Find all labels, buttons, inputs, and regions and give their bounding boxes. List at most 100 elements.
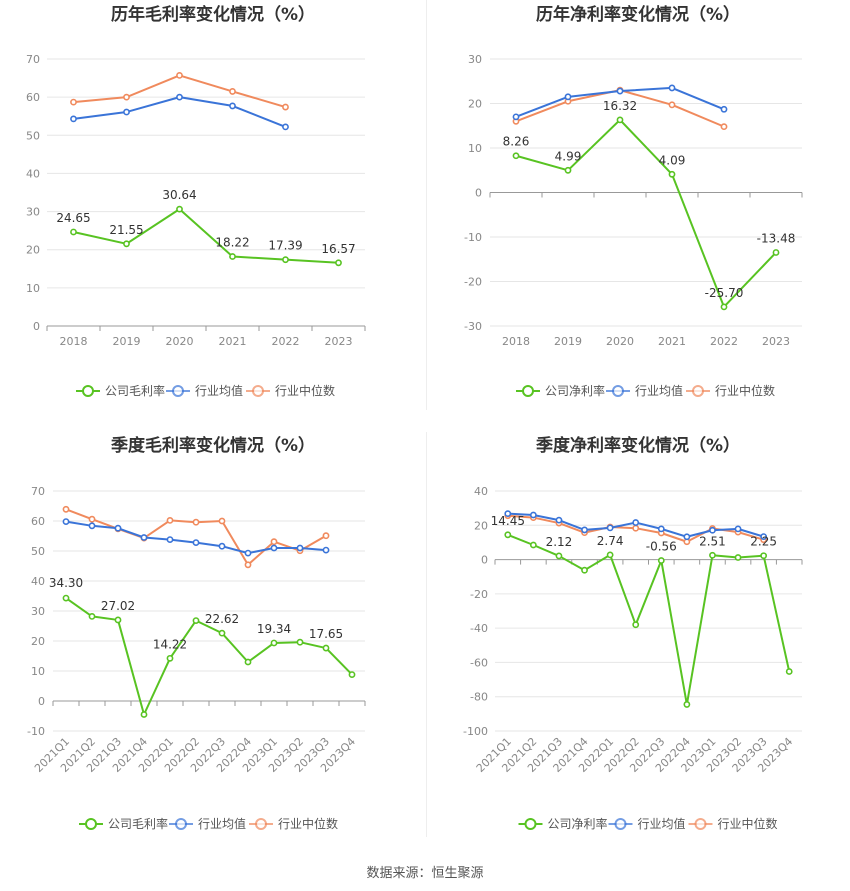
y-tick-label: -100 xyxy=(463,725,488,738)
y-tick-label: -60 xyxy=(470,656,488,669)
data-label: 22.62 xyxy=(205,612,239,626)
data-point xyxy=(555,516,563,524)
x-tick-label: 2023 xyxy=(325,335,353,348)
data-point xyxy=(88,613,96,620)
vertical-divider-bottom xyxy=(426,432,427,837)
data-label: 2.74 xyxy=(597,534,624,548)
data-point xyxy=(512,113,520,121)
y-tick-label: -30 xyxy=(464,320,482,333)
series-line xyxy=(507,533,791,706)
legend-label: 行业中位数 xyxy=(275,383,335,398)
data-point xyxy=(772,249,780,256)
series-line xyxy=(65,520,327,555)
x-tick-label: 2021 xyxy=(219,335,247,348)
data-point xyxy=(229,88,236,95)
x-tick-label: 2019 xyxy=(554,335,582,348)
data-point xyxy=(657,557,665,564)
data-point xyxy=(114,524,122,532)
series-line xyxy=(73,208,339,264)
data-label: 4.09 xyxy=(659,153,686,167)
data-label: 16.32 xyxy=(603,99,637,113)
data-point xyxy=(322,546,330,554)
x-tick-label: 2021 xyxy=(658,335,686,348)
data-point xyxy=(616,87,624,95)
legend-label: 公司净利率 xyxy=(548,816,608,831)
data-point xyxy=(606,524,614,532)
data-point xyxy=(192,539,200,546)
data-point xyxy=(734,554,742,561)
x-tick-label: 2019 xyxy=(113,335,141,348)
y-tick-label: 20 xyxy=(468,98,482,111)
y-tick-label: 60 xyxy=(31,515,45,528)
data-point xyxy=(504,531,512,539)
y-tick-label: 30 xyxy=(31,605,45,618)
legend-label: 行业均值 xyxy=(635,383,683,398)
x-tick-label: 2022 xyxy=(710,335,738,348)
data-label: 19.34 xyxy=(257,622,291,636)
data-point xyxy=(657,525,665,533)
x-tick-label: 2022 xyxy=(272,335,300,348)
data-point xyxy=(218,629,226,637)
legend-swatch-marker xyxy=(612,385,624,397)
data-label: 24.65 xyxy=(56,211,90,225)
data-point xyxy=(166,654,174,662)
chart-title: 季度毛利率变化情况（%） xyxy=(111,435,315,456)
data-label: -0.56 xyxy=(646,540,677,554)
legend-swatch-marker xyxy=(614,818,627,830)
data-point xyxy=(683,701,691,708)
legend-swatch-marker xyxy=(85,818,97,830)
y-tick-label: 70 xyxy=(26,53,40,66)
data-point xyxy=(166,536,174,543)
data-label: 4.99 xyxy=(555,149,582,163)
data-point xyxy=(720,123,728,131)
series-line xyxy=(73,96,286,128)
y-tick-label: 50 xyxy=(26,129,40,142)
data-point xyxy=(760,533,768,540)
data-label: 16.57 xyxy=(321,242,355,256)
data-point xyxy=(322,532,330,540)
y-tick-label: -10 xyxy=(27,725,45,738)
y-tick-label: -20 xyxy=(470,588,488,601)
data-point xyxy=(709,551,716,559)
y-tick-label: 70 xyxy=(31,485,45,498)
data-point xyxy=(244,658,252,666)
legend-swatch-marker xyxy=(522,385,534,397)
data-label: 17.39 xyxy=(268,239,302,253)
legend-swatch-marker xyxy=(252,385,264,397)
data-point xyxy=(668,170,676,178)
x-tick-label: 2020 xyxy=(606,335,634,348)
legend-label: 公司净利率 xyxy=(545,383,605,398)
data-label: 30.64 xyxy=(162,188,196,202)
data-point xyxy=(296,638,304,646)
legend-swatch-marker xyxy=(172,385,184,397)
data-point xyxy=(192,518,200,526)
data-point xyxy=(322,644,330,652)
data-point xyxy=(166,517,174,524)
data-point xyxy=(616,116,624,124)
data-point xyxy=(564,166,572,174)
data-point xyxy=(88,522,96,530)
data-source-label: 数据来源：恒生聚源 xyxy=(366,866,484,881)
data-point xyxy=(70,98,77,106)
data-label: 27.02 xyxy=(101,599,135,613)
data-point xyxy=(218,517,226,525)
data-label: 2.12 xyxy=(546,535,573,549)
x-tick-label: 2018 xyxy=(502,335,530,348)
data-point xyxy=(720,105,728,113)
data-point xyxy=(140,534,148,541)
chart-title: 历年毛利率变化情况（%） xyxy=(111,4,315,25)
y-tick-label: 40 xyxy=(26,167,40,180)
series-line xyxy=(65,508,327,566)
y-tick-label: 0 xyxy=(33,320,40,333)
data-point xyxy=(62,505,70,513)
y-tick-label: 40 xyxy=(31,575,45,588)
y-tick-label: 50 xyxy=(31,545,45,558)
legend-label: 公司毛利率 xyxy=(108,816,168,831)
legend-label: 行业中位数 xyxy=(278,816,338,831)
vertical-divider-top xyxy=(426,0,427,410)
y-tick-label: 10 xyxy=(26,282,40,295)
y-tick-label: 30 xyxy=(468,53,482,66)
data-point xyxy=(606,551,614,559)
legend-swatch-marker xyxy=(692,385,704,397)
